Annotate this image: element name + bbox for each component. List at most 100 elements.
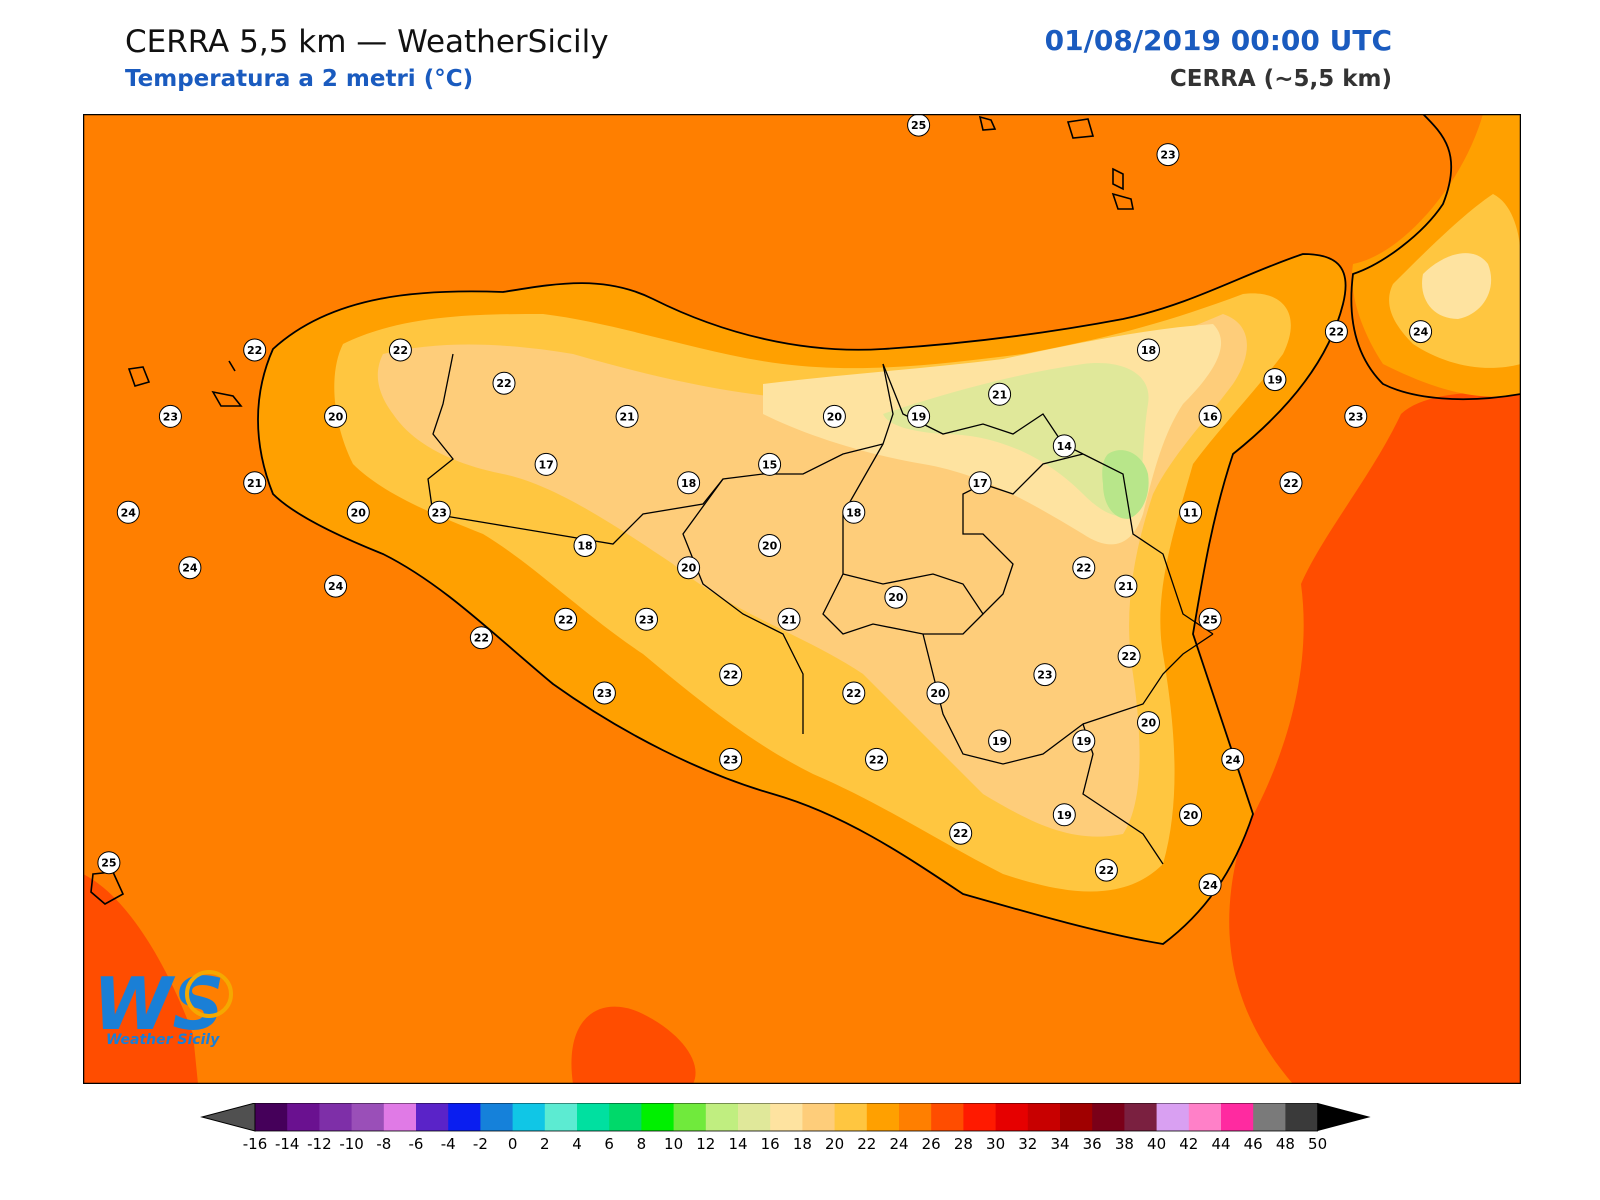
- colorbar-swatch: [899, 1103, 932, 1131]
- datetime-label: 01/08/2019 00:00 UTC: [1044, 24, 1392, 57]
- logo: WS Weather Sicily: [93, 962, 233, 1048]
- logo-sun: [185, 970, 233, 1018]
- islands: [90, 115, 1134, 905]
- station-value: 25: [1202, 613, 1217, 626]
- station-value: 22: [1099, 864, 1114, 877]
- colorbar-swatch: [931, 1103, 964, 1131]
- colorbar-swatch: [480, 1103, 514, 1131]
- station-value: 21: [781, 613, 796, 626]
- station-value: 23: [1037, 669, 1052, 682]
- colorbar-tick-label: 28: [954, 1135, 973, 1153]
- station-value: 19: [992, 735, 1007, 748]
- colorbar-swatches: [200, 1103, 1371, 1132]
- station-circle: [1198, 607, 1222, 631]
- station-marker: 23: [158, 404, 182, 428]
- station-marker: 22: [388, 338, 412, 362]
- station-value: 22: [247, 344, 262, 357]
- station-circle: [1052, 803, 1076, 827]
- island-favignana: [127, 366, 151, 387]
- island-marettimo: [228, 360, 236, 372]
- colorbar-frame: [254, 1103, 1318, 1132]
- colorbar-tick-label: 42: [1179, 1135, 1198, 1153]
- station-circle: [777, 607, 801, 631]
- station-value: 20: [827, 410, 843, 423]
- station-circle: [97, 851, 121, 875]
- station-value: 19: [1076, 735, 1091, 748]
- station-marker: 22: [865, 747, 888, 771]
- colorbar-swatch: [641, 1103, 675, 1131]
- station-circle: [842, 500, 866, 524]
- station-circle: [1409, 320, 1433, 344]
- colorbar-swatch: [963, 1103, 997, 1131]
- station-marker: 24: [324, 574, 348, 598]
- station-value: 19: [1267, 374, 1282, 387]
- station-circle: [1072, 556, 1096, 580]
- station-circle: [324, 574, 348, 598]
- border-caltanissetta-enna: [842, 453, 1084, 616]
- colorbar-tick-label: 8: [637, 1135, 647, 1153]
- station-value: 24: [1202, 879, 1218, 892]
- station-circle: [615, 404, 639, 428]
- station-marker: 17: [968, 471, 992, 495]
- station-marker: 20: [677, 556, 701, 580]
- colorbar-tick-label: -8: [376, 1135, 391, 1153]
- station-value: 18: [846, 506, 861, 519]
- station-marker: 24: [1221, 747, 1245, 771]
- island-salina: [1066, 118, 1095, 139]
- colorbar-swatch: [544, 1103, 578, 1131]
- station-circle: [1117, 644, 1141, 668]
- station-value: 20: [888, 591, 904, 604]
- station-circle: [1114, 574, 1138, 598]
- station-circle: [1137, 338, 1160, 362]
- logo-text: Weather Sicily: [106, 1032, 220, 1048]
- border-catania-ragusa: [922, 633, 1164, 865]
- colorbar-swatch: [512, 1103, 546, 1131]
- station-value: 15: [762, 458, 777, 471]
- station-marker: 23: [1156, 143, 1180, 167]
- station-marker: 20: [926, 681, 950, 705]
- station-circle: [1179, 803, 1203, 827]
- station-marker: 15: [758, 452, 782, 476]
- station-circle: [178, 556, 202, 580]
- station-marker: 18: [573, 534, 597, 557]
- subtitle: Temperatura a 2 metri (°C): [125, 66, 474, 92]
- station-value: 23: [1348, 410, 1363, 423]
- colorbar-tick-label: -2: [473, 1135, 488, 1153]
- colorbar-swatch: [416, 1103, 449, 1131]
- colorbar-swatch: [287, 1103, 320, 1131]
- colorbar-swatch: [705, 1103, 739, 1131]
- station-marker: 11: [1179, 500, 1203, 524]
- border-trapani-palermo: [427, 353, 454, 515]
- colorbar-tick-label: 18: [793, 1135, 812, 1153]
- station-circle: [758, 452, 782, 476]
- station-circle: [1263, 368, 1287, 392]
- station-circle: [907, 404, 931, 428]
- station-marker: 19: [1052, 803, 1076, 827]
- station-circle: [635, 607, 658, 631]
- station-marker: 22: [1072, 556, 1096, 580]
- station-marker: 24: [1198, 873, 1222, 897]
- station-circle: [573, 534, 597, 557]
- border-ragusa-siracusa: [1082, 633, 1214, 725]
- colorbar-swatch: [995, 1103, 1029, 1131]
- colorbar-tick-label: 24: [889, 1135, 908, 1153]
- station-circle: [1198, 404, 1222, 428]
- station-value: 20: [1141, 717, 1157, 730]
- station-marker: 24: [1409, 320, 1433, 344]
- station-circle: [427, 500, 451, 524]
- colorbar-swatch: [1221, 1103, 1254, 1131]
- colorbar-tick-label: -6: [409, 1135, 424, 1153]
- station-marker: 16: [1198, 404, 1222, 428]
- station-marker: 18: [1137, 338, 1160, 362]
- title: CERRA 5,5 km — WeatherSicily: [125, 24, 609, 60]
- station-value: 17: [972, 477, 987, 490]
- station-circle: [949, 821, 973, 845]
- colorbar-swatch: [351, 1103, 385, 1131]
- station-circle: [1324, 320, 1348, 344]
- map-frame: [83, 114, 1521, 1084]
- station-circle: [842, 681, 866, 705]
- colorbar: -16 -14 -12 -10 -8 -6 -4 -2 0 2 4 6 8 10 12 14 16 18 20 22 2…: [200, 1103, 1371, 1153]
- station-circle: [469, 626, 493, 650]
- colorbar-swatch: [255, 1103, 288, 1131]
- station-circle: [968, 471, 992, 495]
